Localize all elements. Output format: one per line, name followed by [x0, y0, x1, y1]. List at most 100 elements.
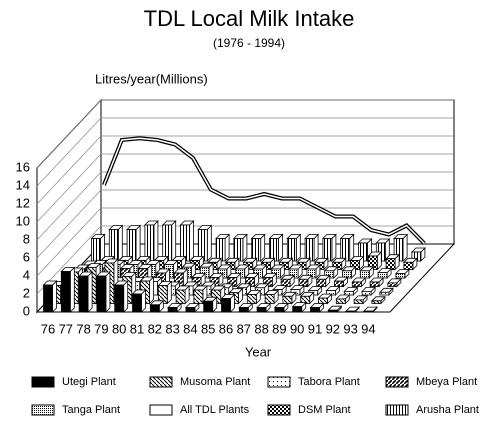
bar-face	[385, 258, 396, 270]
bar-face	[295, 233, 301, 262]
x-tick-label: 82	[148, 321, 162, 336]
x-tick-label: 94	[361, 321, 375, 336]
bar	[126, 224, 142, 262]
x-tick-label: 87	[237, 321, 251, 336]
bar	[244, 272, 260, 288]
x-tick-label: 84	[183, 321, 197, 336]
bar-face	[349, 233, 355, 262]
bar-face	[52, 280, 57, 313]
grid-line	[36, 117, 454, 187]
bar-face	[286, 238, 297, 262]
legend-swatch	[267, 404, 291, 416]
bar	[386, 277, 402, 288]
bar	[361, 286, 377, 296]
bar-face	[149, 304, 160, 313]
bar-face	[335, 298, 346, 304]
bar	[175, 285, 191, 305]
x-tick-label: 86	[219, 321, 233, 336]
x-tick-label: 93	[343, 321, 357, 336]
bar-face	[100, 233, 105, 262]
bar	[220, 293, 236, 313]
bar	[327, 305, 343, 313]
x-tick-label: 79	[94, 321, 108, 336]
bar-face	[221, 298, 231, 313]
bar-face	[162, 224, 173, 262]
y-tick-label: 16	[16, 159, 30, 174]
bar-face	[274, 307, 285, 313]
bar-face	[91, 238, 101, 262]
bar	[325, 285, 341, 296]
bar	[369, 277, 385, 288]
bar	[78, 271, 94, 313]
bar-face	[292, 306, 303, 313]
bar	[367, 251, 383, 271]
y-tick-label: 0	[23, 303, 30, 318]
chart-subtitle: (1976 - 1994)	[213, 36, 285, 50]
bar	[273, 302, 289, 313]
grid-line	[36, 207, 454, 277]
bar	[339, 233, 355, 262]
legend-label: Mbeya Plant	[416, 376, 477, 388]
grid-line	[36, 171, 454, 241]
bar-face	[149, 276, 154, 305]
bar	[410, 247, 426, 262]
bar-face	[215, 238, 226, 262]
bar-face	[351, 281, 362, 287]
bar	[343, 286, 359, 296]
bar	[362, 306, 378, 313]
bar	[256, 302, 272, 313]
legend-label: Utegi Plant	[62, 376, 116, 388]
bar	[268, 233, 284, 262]
bar-face	[43, 284, 53, 313]
bar	[232, 233, 248, 262]
legend-swatch	[385, 404, 409, 416]
bar-face	[246, 294, 257, 304]
bar-face	[224, 233, 230, 262]
bar-face	[278, 233, 283, 262]
bar	[341, 265, 357, 279]
bar-face	[379, 291, 390, 296]
grid-line	[36, 135, 454, 205]
bar	[238, 302, 254, 313]
bar	[42, 280, 58, 313]
bar-face	[313, 233, 319, 262]
bar	[113, 280, 129, 313]
bar	[353, 294, 369, 305]
bar	[264, 289, 280, 305]
bar	[246, 289, 262, 305]
bar-face	[238, 307, 249, 313]
x-tick-label: 83	[165, 321, 179, 336]
bar-face	[105, 271, 111, 313]
bar	[286, 233, 302, 262]
bar-face	[260, 233, 266, 262]
grid-line	[36, 189, 454, 259]
y-tick-label: 6	[23, 249, 30, 264]
bar-face	[353, 299, 364, 304]
bar-face	[371, 300, 382, 304]
bar	[149, 299, 165, 313]
legend-swatch	[31, 404, 55, 416]
x-tick-label: 76	[41, 321, 55, 336]
bar-face	[361, 290, 372, 296]
bar-face	[316, 278, 327, 287]
bar	[394, 268, 410, 279]
bar	[402, 257, 418, 271]
bar-face	[331, 233, 337, 262]
bar-face	[114, 284, 125, 313]
bar	[304, 233, 320, 262]
y-tick-label: 2	[23, 285, 30, 300]
bar-face	[132, 293, 142, 313]
chart-title: TDL Local Milk Intake	[144, 6, 355, 31]
bar	[60, 266, 76, 313]
legend-label: Musoma Plant	[180, 376, 250, 388]
bar	[309, 302, 325, 313]
bar-face	[175, 289, 186, 304]
bar	[345, 306, 361, 313]
bar	[315, 274, 331, 288]
bar	[157, 280, 173, 305]
bar-face	[180, 224, 190, 262]
bar-face	[171, 220, 177, 262]
legend-swatch	[149, 404, 173, 416]
bar	[197, 224, 213, 262]
